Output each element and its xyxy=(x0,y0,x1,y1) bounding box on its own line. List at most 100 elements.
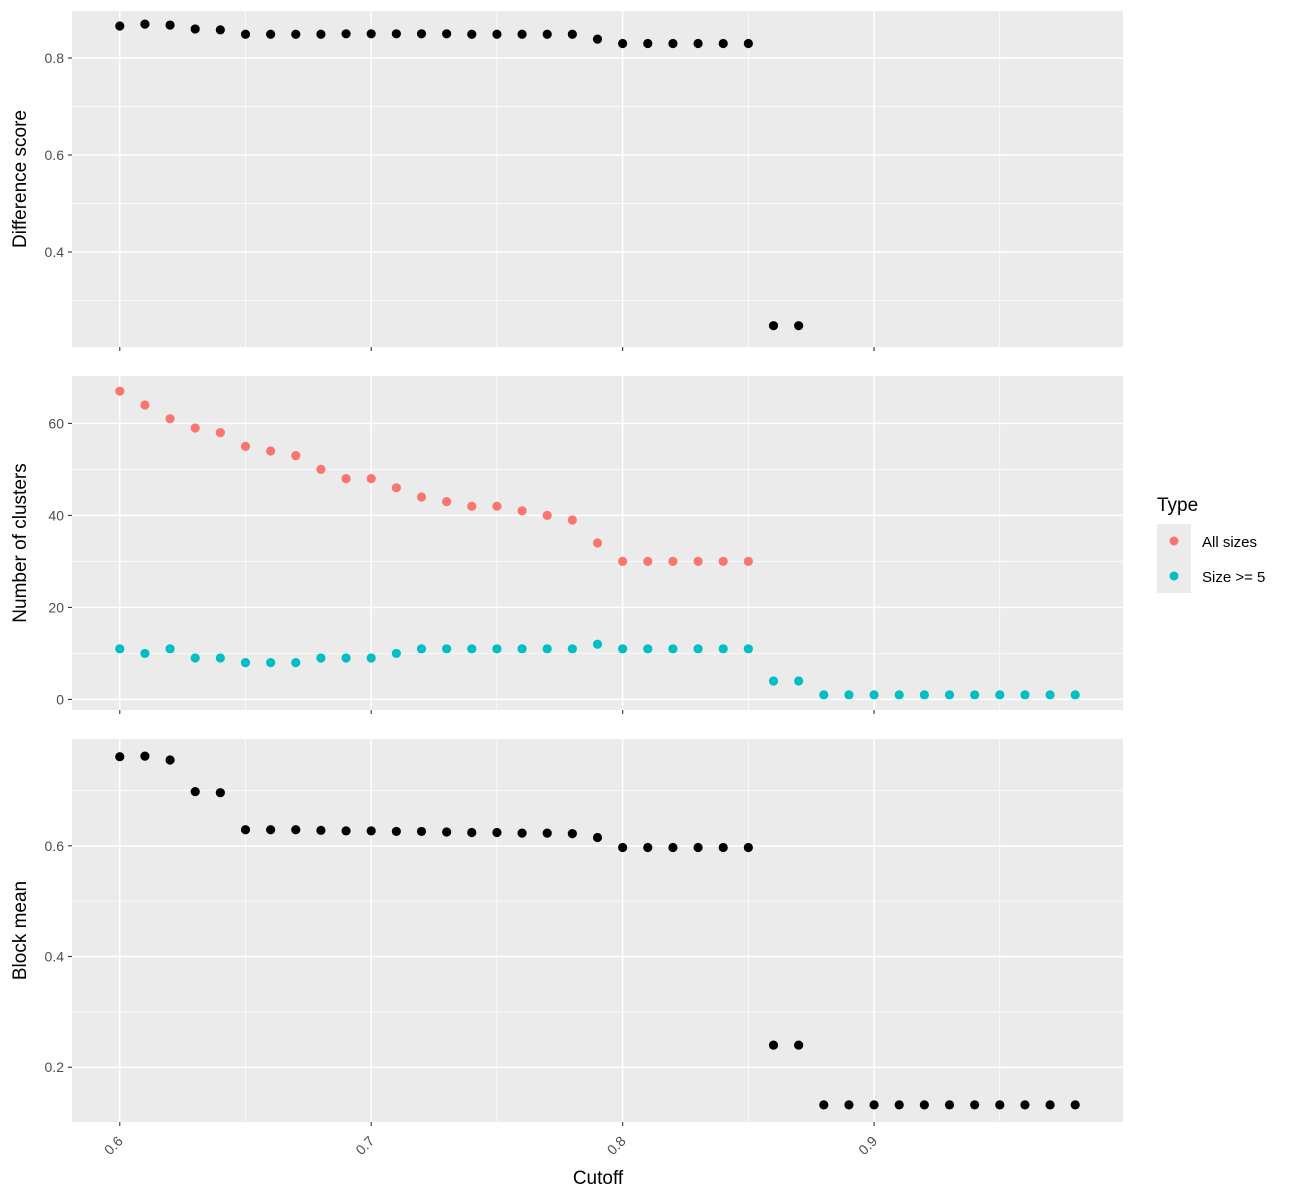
data-point xyxy=(618,38,628,49)
data-point xyxy=(266,29,276,39)
data-point xyxy=(140,751,150,761)
data-point xyxy=(542,644,552,654)
y-tick-label: 0.8 xyxy=(45,50,65,66)
data-point xyxy=(140,648,150,659)
data-point xyxy=(190,786,200,797)
data-point xyxy=(291,450,301,461)
data-point xyxy=(190,24,200,34)
data-point xyxy=(341,653,351,663)
data-point xyxy=(592,639,603,649)
data-point xyxy=(316,29,326,39)
data-point xyxy=(1020,1100,1030,1110)
data-point xyxy=(1045,690,1055,700)
data-point xyxy=(668,644,678,654)
data-point xyxy=(542,828,552,838)
y-tick-label: 0.2 xyxy=(45,1059,65,1075)
data-point xyxy=(794,321,804,331)
data-point xyxy=(442,644,452,654)
data-point xyxy=(316,464,326,474)
data-point xyxy=(140,400,150,410)
data-point xyxy=(567,829,577,839)
data-point xyxy=(592,34,603,44)
y-tick-label: 60 xyxy=(48,415,64,431)
data-point xyxy=(718,842,728,853)
data-point xyxy=(517,828,527,838)
data-point xyxy=(366,653,376,663)
data-point xyxy=(240,441,251,451)
data-point xyxy=(467,29,477,39)
panel-1: 0.4 0.6 0.8 Difference score xyxy=(10,11,1123,351)
data-point xyxy=(618,644,628,654)
data-point xyxy=(944,690,955,700)
data-point xyxy=(492,29,502,39)
data-point xyxy=(291,29,301,39)
data-point xyxy=(668,842,678,853)
data-point xyxy=(718,38,728,49)
data-point xyxy=(240,658,251,668)
data-point xyxy=(467,827,477,838)
data-point xyxy=(869,1100,879,1110)
data-point xyxy=(743,38,753,49)
data-point xyxy=(542,510,552,520)
legend-label-size-ge-5: Size >= 5 xyxy=(1202,569,1265,586)
data-point xyxy=(492,827,502,838)
data-point xyxy=(341,826,351,836)
data-point xyxy=(341,29,351,39)
y-tick-label: 40 xyxy=(48,507,64,523)
data-point xyxy=(165,20,175,30)
legend-title: Type xyxy=(1157,495,1198,516)
x-axis-title: Cutoff xyxy=(573,1168,624,1189)
y-axis-title: Block mean xyxy=(10,881,31,980)
data-point xyxy=(215,25,225,35)
data-point xyxy=(165,414,175,424)
data-point xyxy=(1070,1100,1080,1110)
data-point xyxy=(115,644,125,654)
data-point xyxy=(115,21,125,31)
x-tick-label: 0.8 xyxy=(604,1133,629,1158)
data-point xyxy=(944,1100,955,1110)
data-point xyxy=(819,1100,829,1110)
data-point xyxy=(693,556,703,567)
data-point xyxy=(442,827,452,837)
data-point xyxy=(743,644,753,654)
data-point xyxy=(240,29,251,39)
data-point xyxy=(190,653,200,663)
data-point xyxy=(266,825,276,835)
data-point xyxy=(1070,690,1080,700)
data-point xyxy=(567,515,577,525)
panel-background xyxy=(72,739,1123,1122)
data-point xyxy=(467,644,477,654)
data-point xyxy=(995,1100,1005,1110)
data-point xyxy=(618,556,628,567)
data-point xyxy=(316,825,326,835)
data-point xyxy=(894,690,904,700)
data-point xyxy=(391,826,401,837)
legend-key-size-ge-5 xyxy=(1169,571,1179,581)
data-point xyxy=(794,676,804,686)
panel-3: 0.2 0.4 0.6 0.6 0.7 0.8 0.9 Block mean xyxy=(10,739,1123,1158)
legend-key-all-sizes xyxy=(1169,536,1179,546)
data-point xyxy=(391,483,401,493)
y-axis-title: Difference score xyxy=(10,110,31,248)
data-point xyxy=(643,644,653,654)
y-tick-label: 0.6 xyxy=(45,838,65,854)
data-point xyxy=(215,653,225,663)
data-point xyxy=(442,29,452,39)
data-point xyxy=(316,653,326,663)
data-point xyxy=(819,690,829,700)
data-point xyxy=(693,38,703,49)
legend-label-all-sizes: All sizes xyxy=(1202,534,1257,551)
data-point xyxy=(115,386,125,396)
series-1 xyxy=(115,19,804,331)
y-tick-label: 0.6 xyxy=(45,147,65,163)
data-point xyxy=(266,658,276,668)
data-point xyxy=(492,644,502,654)
data-point xyxy=(718,556,728,567)
series-1 xyxy=(115,386,753,567)
data-point xyxy=(1045,1100,1055,1110)
y-tick-label: 20 xyxy=(48,599,64,615)
data-point xyxy=(190,423,200,433)
data-point xyxy=(391,29,401,39)
data-point xyxy=(794,1040,804,1050)
